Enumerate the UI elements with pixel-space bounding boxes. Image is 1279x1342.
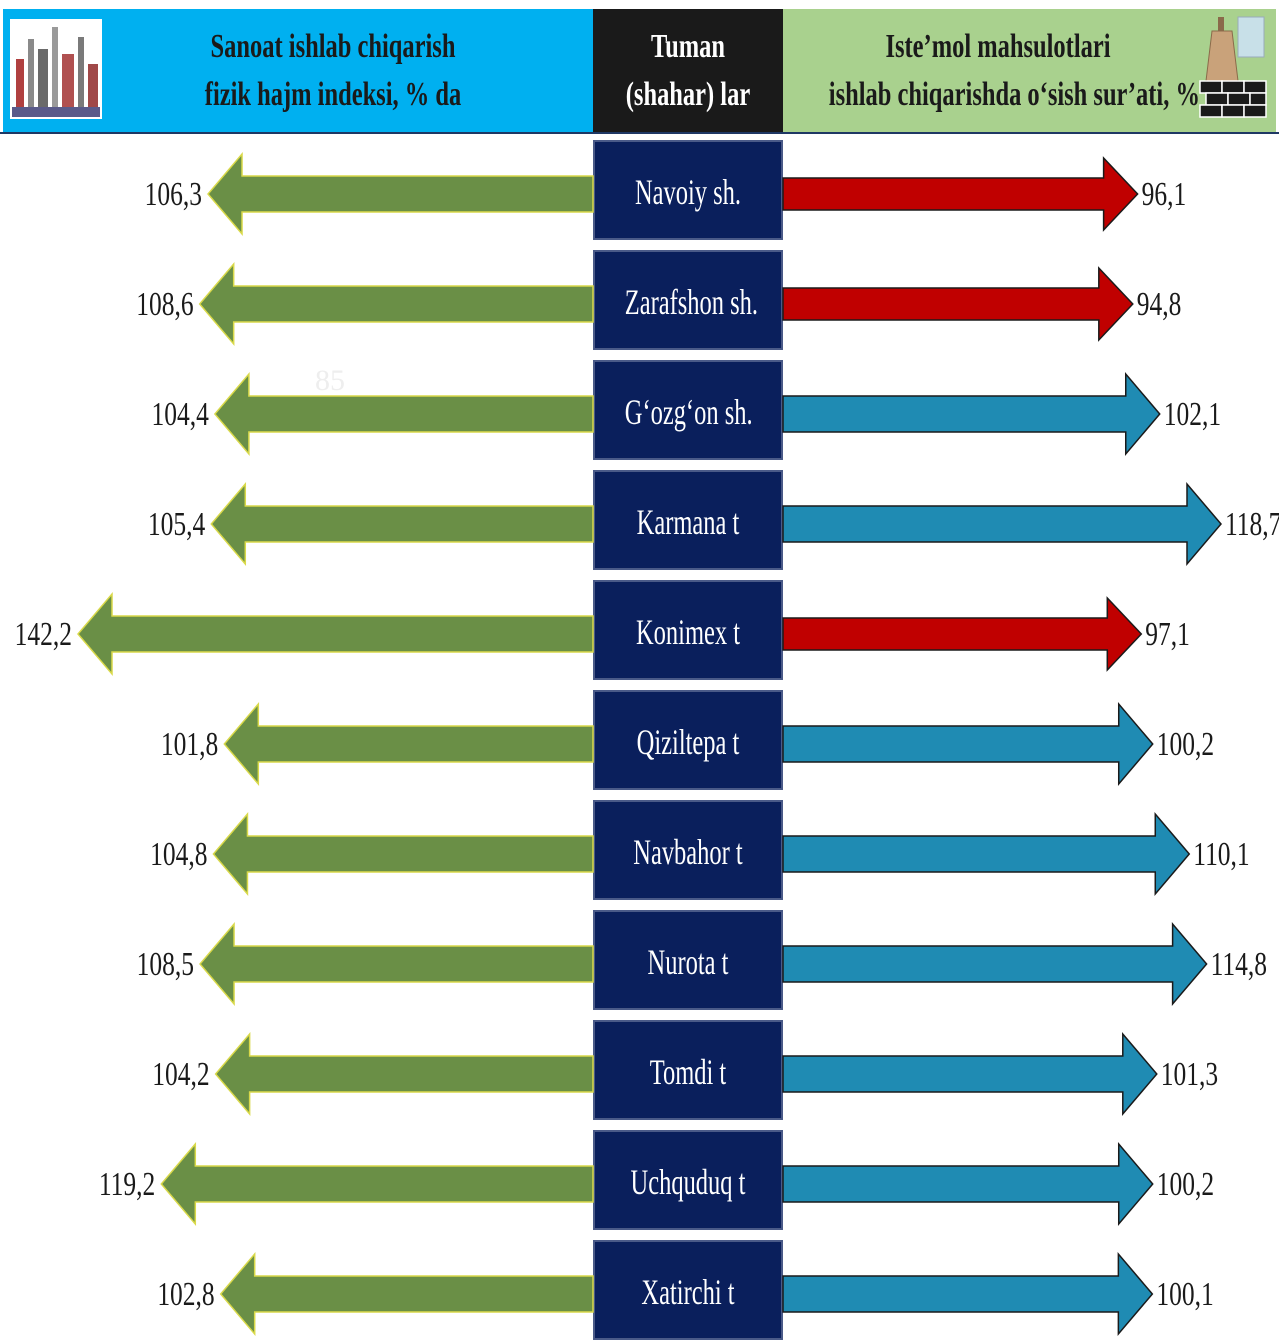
industrial-index-arrow: [214, 1031, 594, 1117]
district-label: Navoiy sh.: [634, 172, 742, 212]
district-label: Xatirchi t: [641, 1272, 735, 1312]
district-label: Karmana t: [636, 502, 740, 542]
industrial-index-value: 106,3: [145, 174, 202, 212]
industrial-index-value: 105,4: [148, 504, 205, 542]
industrial-index-value: 104,4: [152, 394, 209, 432]
district-box: Navoiy sh.: [593, 140, 783, 240]
industrial-index-value: 119,2: [99, 1164, 155, 1202]
consumer-growth-value: 97,1: [1145, 614, 1190, 652]
header-consumer-goods: Iste’mol mahsulotlari ishlab chiqarishda…: [783, 9, 1276, 133]
district-label: Konimex t: [635, 612, 741, 652]
district-label: Navbahor t: [633, 832, 743, 872]
industrial-index-arrow: [198, 261, 594, 347]
stray-faint-label: 85: [315, 364, 345, 397]
industrial-index-arrow: [212, 811, 594, 897]
consumer-growth-value: 101,3: [1161, 1054, 1218, 1092]
right-header-title: Iste’mol mahsulotlari ishlab chiqarishda…: [828, 28, 1232, 113]
sack-and-bricks-icon: [1198, 11, 1270, 131]
district-box: Konimex t: [593, 580, 783, 680]
consumer-growth-arrow: [782, 811, 1191, 897]
industrial-index-value: 101,8: [161, 724, 218, 762]
factory-icon: [10, 19, 102, 119]
district-box: Zarafshon sh.: [593, 250, 783, 350]
industrial-index-value: 108,6: [136, 284, 193, 322]
consumer-growth-value: 96,1: [1142, 174, 1187, 212]
consumer-growth-value: 102,1: [1164, 394, 1221, 432]
industrial-index-value: 102,8: [157, 1274, 214, 1312]
industrial-index-arrow: [223, 701, 594, 787]
district-box: Xatirchi t: [593, 1240, 783, 1340]
district-box: Tomdi t: [593, 1020, 783, 1120]
industrial-index-arrow: [210, 481, 594, 567]
consumer-growth-arrow: [782, 701, 1154, 787]
consumer-growth-value: 110,1: [1193, 834, 1249, 872]
consumer-growth-value: 94,8: [1137, 284, 1182, 322]
industrial-index-value: 108,5: [137, 944, 194, 982]
mid-header-title: Tuman (shahar) lar: [625, 28, 751, 113]
consumer-growth-value: 100,2: [1157, 1164, 1214, 1202]
industrial-index-arrow: [213, 371, 594, 457]
district-box: Uchquduq t: [593, 1130, 783, 1230]
header-divider: [0, 132, 1279, 134]
district-label: Nurota t: [647, 942, 729, 982]
industrial-index-value: 104,2: [152, 1054, 209, 1092]
industrial-index-value: 104,8: [150, 834, 207, 872]
consumer-decline-arrow: [782, 596, 1143, 672]
consumer-decline-arrow: [782, 156, 1139, 232]
consumer-growth-arrow: [782, 921, 1208, 1007]
industrial-index-arrow: [199, 921, 594, 1007]
district-label: G‘ozg‘on sh.: [624, 392, 753, 432]
consumer-growth-arrow: [782, 481, 1222, 567]
industrial-index-arrow: [207, 151, 594, 237]
consumer-growth-value: 100,2: [1157, 724, 1214, 762]
district-box: Qiziltepa t: [593, 690, 783, 790]
district-box: Karmana t: [593, 470, 783, 570]
consumer-decline-arrow: [782, 266, 1134, 342]
header-industrial-index: Sanoat ishlab chiqarish fizik hajm indek…: [3, 9, 593, 133]
consumer-growth-value: 100,1: [1156, 1274, 1213, 1312]
district-label: Zarafshon sh.: [624, 282, 759, 322]
industrial-index-arrow: [160, 1141, 594, 1227]
industrial-index-arrow: [219, 1251, 594, 1337]
district-box: G‘ozg‘on sh.: [593, 360, 783, 460]
district-label: Qiziltepa t: [636, 722, 740, 762]
industrial-index-arrow: [77, 591, 594, 677]
consumer-growth-arrow: [782, 1141, 1154, 1227]
district-box: Navbahor t: [593, 800, 783, 900]
district-label: Tomdi t: [649, 1052, 727, 1092]
header-districts: Tuman (shahar) lar: [593, 9, 783, 133]
left-header-title: Sanoat ishlab chiqarish fizik hajm indek…: [204, 28, 462, 113]
industrial-index-value: 142,2: [15, 614, 72, 652]
consumer-growth-value: 114,8: [1211, 944, 1267, 982]
header: Sanoat ishlab chiqarish fizik hajm indek…: [0, 9, 1279, 133]
consumer-growth-arrow: [782, 371, 1161, 457]
consumer-growth-arrow: [782, 1031, 1158, 1117]
consumer-growth-arrow: [782, 1251, 1154, 1337]
district-box: Nurota t: [593, 910, 783, 1010]
district-label: Uchquduq t: [630, 1162, 746, 1202]
consumer-growth-value: 118,7: [1225, 504, 1279, 542]
